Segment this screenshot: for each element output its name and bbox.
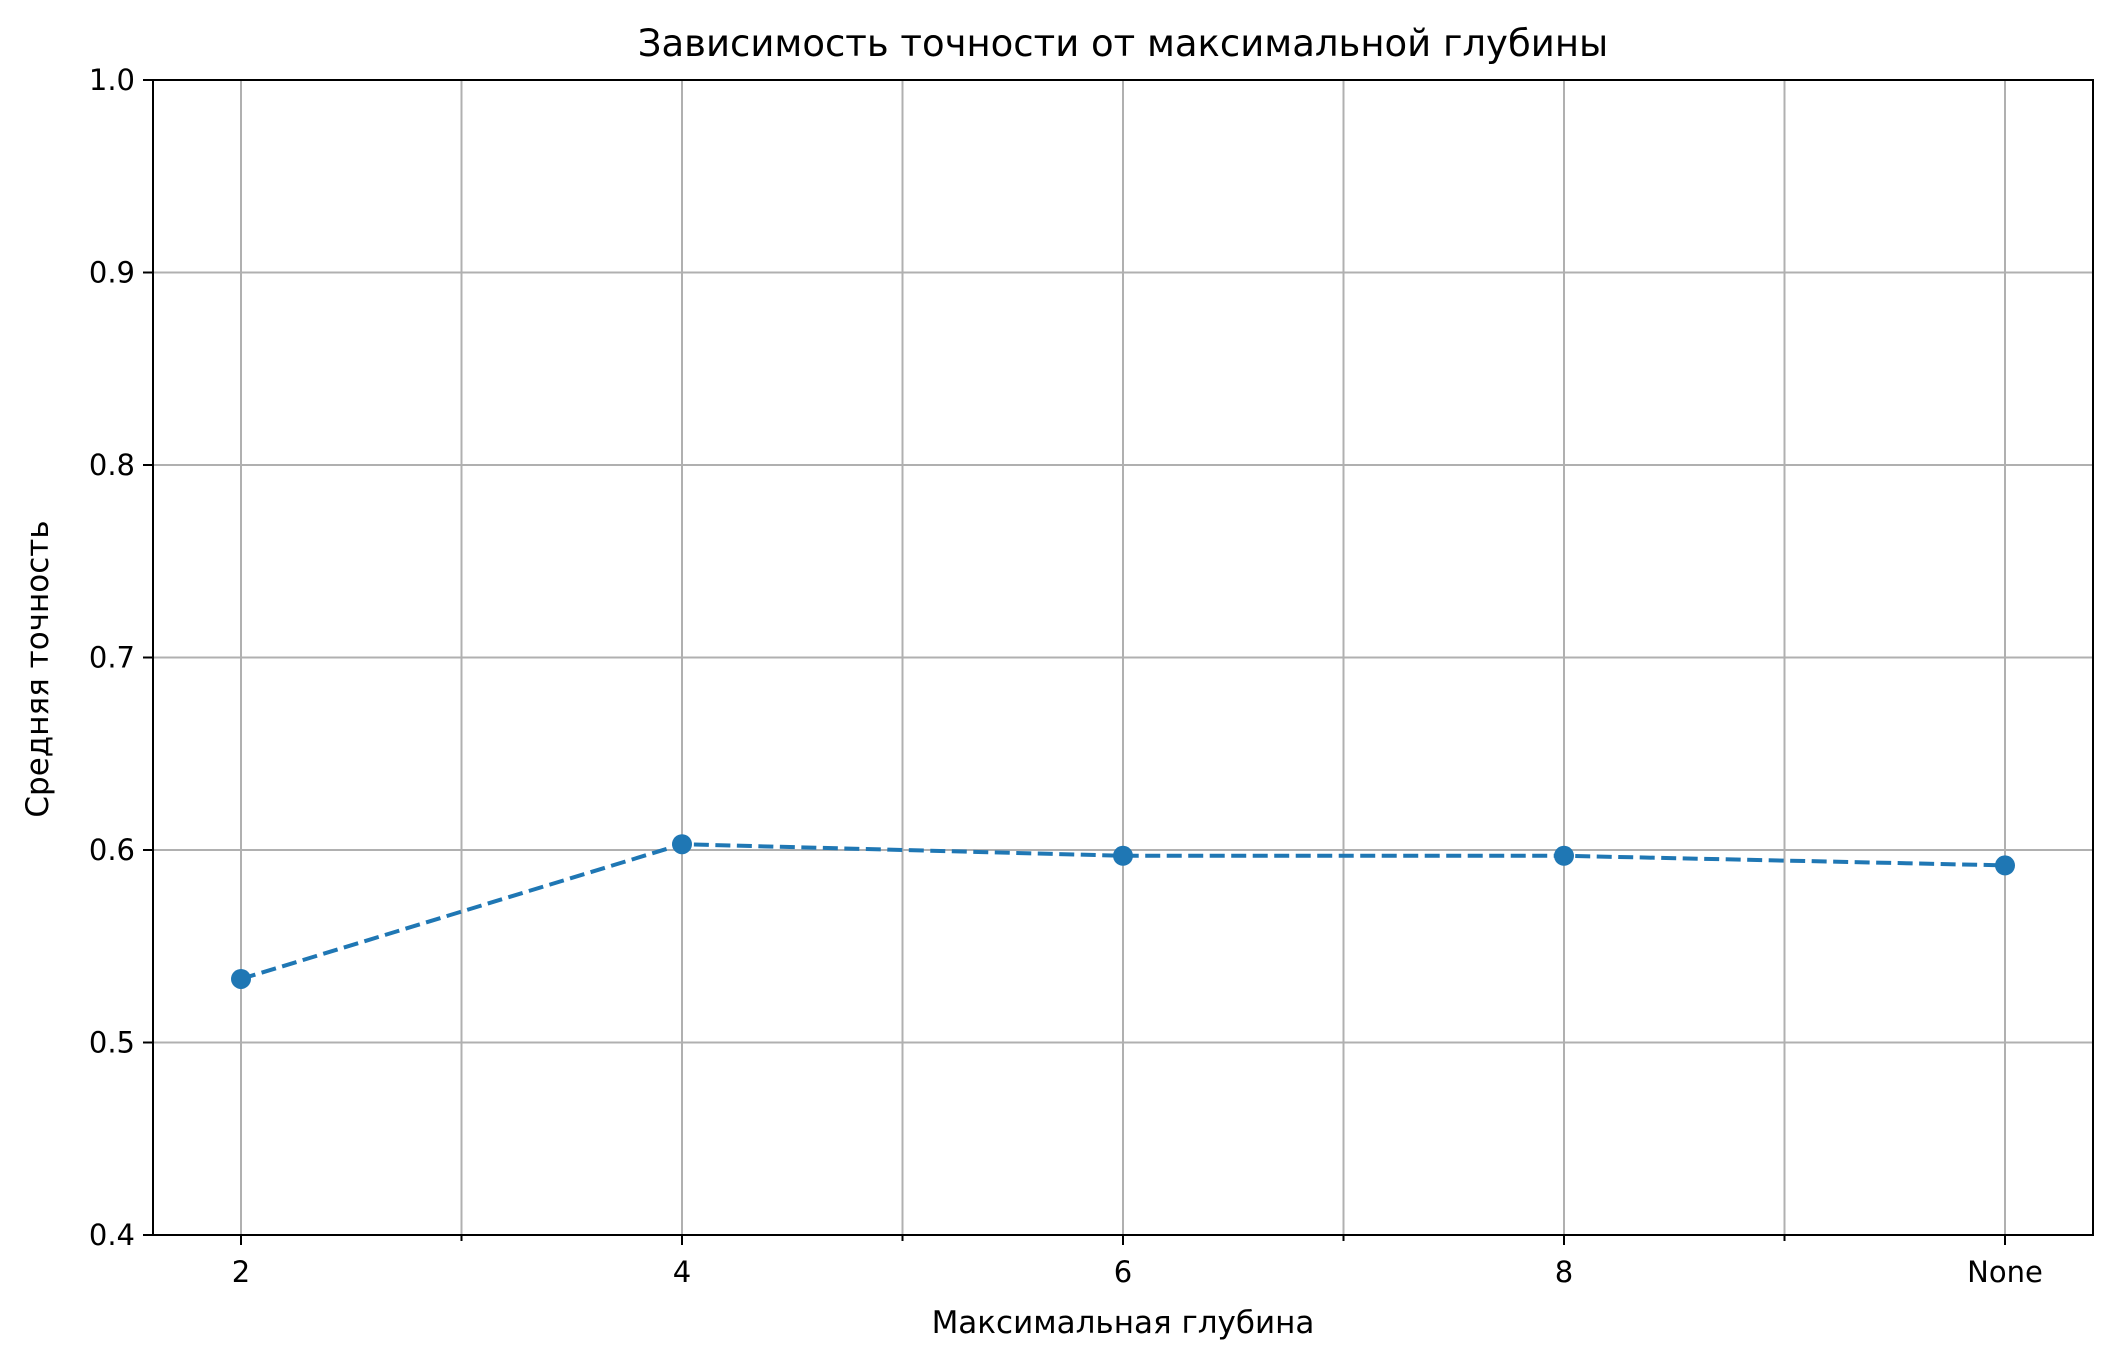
data-point bbox=[672, 834, 692, 855]
data-series bbox=[240, 842, 2006, 981]
x-tick-label: 8 bbox=[1555, 1255, 1573, 1289]
x-tick-label: 6 bbox=[1114, 1255, 1132, 1289]
x-tick-label: 4 bbox=[673, 1255, 691, 1289]
data-point bbox=[1113, 845, 1133, 866]
data-points bbox=[231, 834, 2015, 989]
series-line bbox=[240, 842, 2006, 981]
y-tick-label: 0.8 bbox=[89, 448, 135, 482]
x-axis-label: Максимальная глубина bbox=[932, 1305, 1315, 1341]
x-axis-ticks: 2 4 6 8 None bbox=[232, 1235, 2043, 1289]
y-tick-label: 1.0 bbox=[89, 63, 135, 97]
y-axis-ticks: 0.4 0.5 0.6 0.7 0.8 0.9 1.0 bbox=[89, 63, 153, 1252]
y-axis-label: Средняя точность bbox=[20, 520, 56, 817]
x-tick-label: None bbox=[1967, 1255, 2043, 1289]
data-point bbox=[231, 968, 251, 989]
y-tick-label: 0.5 bbox=[89, 1026, 135, 1060]
y-tick-label: 0.9 bbox=[89, 256, 135, 290]
y-tick-label: 0.7 bbox=[89, 641, 135, 675]
data-point bbox=[1995, 855, 2015, 876]
y-tick-label: 0.4 bbox=[89, 1218, 135, 1252]
data-point bbox=[1554, 845, 1574, 866]
y-tick-label: 0.6 bbox=[89, 833, 135, 867]
x-tick-label: 2 bbox=[232, 1255, 250, 1289]
chart-title: Зависимость точности от максимальной глу… bbox=[638, 22, 1608, 65]
